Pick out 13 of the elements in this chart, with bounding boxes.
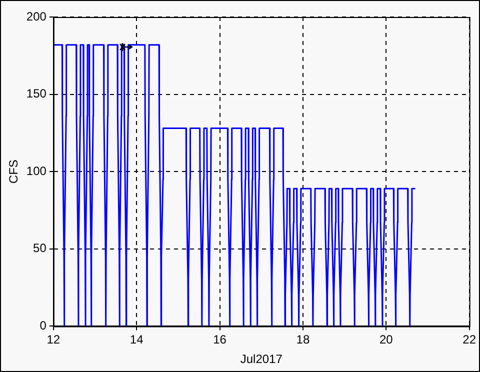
y-tick-label: 50	[33, 241, 47, 256]
y-axis-title: CFS	[6, 160, 21, 184]
y-tick-label: 0	[40, 318, 47, 333]
x-tick-label: 18	[296, 332, 310, 347]
x-tick-label: 22	[462, 332, 476, 347]
x-tick-label: 14	[130, 332, 144, 347]
x-axis-title: Jul2017	[240, 352, 283, 366]
y-tick-label: 100	[26, 164, 47, 178]
y-tick-label: 150	[26, 86, 47, 101]
x-tick-label: 12	[46, 332, 60, 347]
x-tick-label: 16	[213, 332, 227, 347]
x-tick-label: 20	[379, 332, 394, 347]
y-tick-label: 200	[26, 9, 47, 24]
